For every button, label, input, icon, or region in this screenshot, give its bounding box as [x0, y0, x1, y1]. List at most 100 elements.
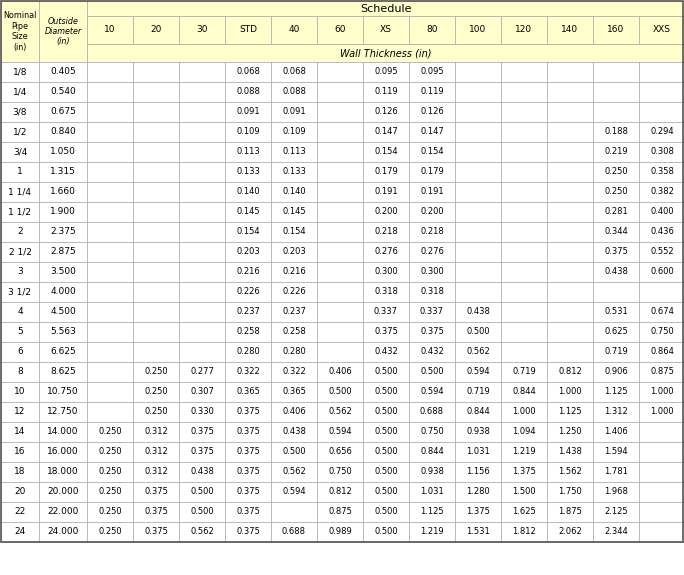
Bar [1, 442, 39, 462]
Bar [593, 16, 639, 44]
Text: 0.375: 0.375 [144, 488, 168, 496]
Text: 0.147: 0.147 [374, 128, 398, 136]
Text: 0.375: 0.375 [420, 328, 444, 336]
Text: 1: 1 [17, 167, 23, 177]
Bar [39, 182, 87, 202]
Bar [133, 362, 179, 382]
Bar [547, 62, 593, 82]
Text: 0.500: 0.500 [374, 488, 398, 496]
Bar [501, 502, 547, 522]
Bar [1, 302, 39, 322]
Text: 0.280: 0.280 [236, 347, 260, 356]
Bar [455, 142, 501, 162]
Bar [455, 522, 501, 542]
Bar [39, 262, 87, 282]
Text: 14: 14 [14, 427, 26, 436]
Bar [87, 362, 133, 382]
Bar [501, 462, 547, 482]
Bar [87, 182, 133, 202]
Bar [179, 222, 225, 242]
Text: 0.719: 0.719 [604, 347, 628, 356]
Bar [87, 122, 133, 142]
Bar [1, 182, 39, 202]
Bar [639, 182, 684, 202]
Bar [547, 16, 593, 44]
Bar [1, 82, 39, 102]
Bar [501, 262, 547, 282]
Bar [133, 262, 179, 282]
Bar [271, 322, 317, 342]
Bar [455, 202, 501, 222]
Bar [455, 402, 501, 422]
Bar [271, 16, 317, 44]
Bar [133, 342, 179, 362]
Bar [501, 302, 547, 322]
Bar [409, 122, 455, 142]
Bar [133, 62, 179, 82]
Text: 0.250: 0.250 [98, 427, 122, 436]
Bar [317, 382, 363, 402]
Bar [133, 202, 179, 222]
Text: 0.688: 0.688 [420, 408, 444, 416]
Bar [87, 202, 133, 222]
Bar [547, 222, 593, 242]
Bar [133, 382, 179, 402]
Bar [179, 162, 225, 182]
Bar [87, 422, 133, 442]
Text: 0.312: 0.312 [144, 447, 168, 457]
Bar [593, 502, 639, 522]
Bar [317, 242, 363, 262]
Bar [317, 522, 363, 542]
Text: 1.000: 1.000 [512, 408, 536, 416]
Bar [225, 62, 271, 82]
Text: 1.406: 1.406 [604, 427, 628, 436]
Bar [409, 322, 455, 342]
Text: 0.375: 0.375 [144, 508, 168, 516]
Bar [1, 382, 39, 402]
Text: 1.125: 1.125 [420, 508, 444, 516]
Text: 0.330: 0.330 [190, 408, 214, 416]
Bar [225, 202, 271, 222]
Bar [593, 422, 639, 442]
Bar [39, 302, 87, 322]
Bar [225, 382, 271, 402]
Bar [225, 362, 271, 382]
Text: Schedule: Schedule [360, 3, 412, 13]
Bar [39, 1, 87, 62]
Text: 0.203: 0.203 [236, 247, 260, 256]
Bar [271, 522, 317, 542]
Bar [87, 322, 133, 342]
Bar [317, 82, 363, 102]
Text: 1.031: 1.031 [420, 488, 444, 496]
Text: 0.250: 0.250 [604, 167, 628, 177]
Bar [455, 182, 501, 202]
Bar [133, 122, 179, 142]
Bar [547, 502, 593, 522]
Bar [409, 82, 455, 102]
Text: 0.562: 0.562 [190, 527, 214, 536]
Bar [363, 102, 409, 122]
Bar [409, 462, 455, 482]
Bar [271, 442, 317, 462]
Bar [225, 282, 271, 302]
Bar [409, 302, 455, 322]
Text: 24.000: 24.000 [47, 527, 79, 536]
Bar [455, 362, 501, 382]
Bar [179, 422, 225, 442]
Bar [593, 102, 639, 122]
Text: 0.375: 0.375 [236, 467, 260, 477]
Bar [501, 242, 547, 262]
Text: 1.375: 1.375 [466, 508, 490, 516]
Text: 1.312: 1.312 [604, 408, 628, 416]
Text: 0.375: 0.375 [374, 328, 398, 336]
Text: 0.438: 0.438 [466, 308, 490, 316]
Bar [317, 182, 363, 202]
Text: 0.088: 0.088 [282, 87, 306, 97]
Bar [317, 16, 363, 44]
Bar [225, 322, 271, 342]
Bar [363, 262, 409, 282]
Text: 0.365: 0.365 [236, 388, 260, 397]
Text: 10: 10 [104, 25, 116, 34]
Bar [547, 402, 593, 422]
Bar [317, 462, 363, 482]
